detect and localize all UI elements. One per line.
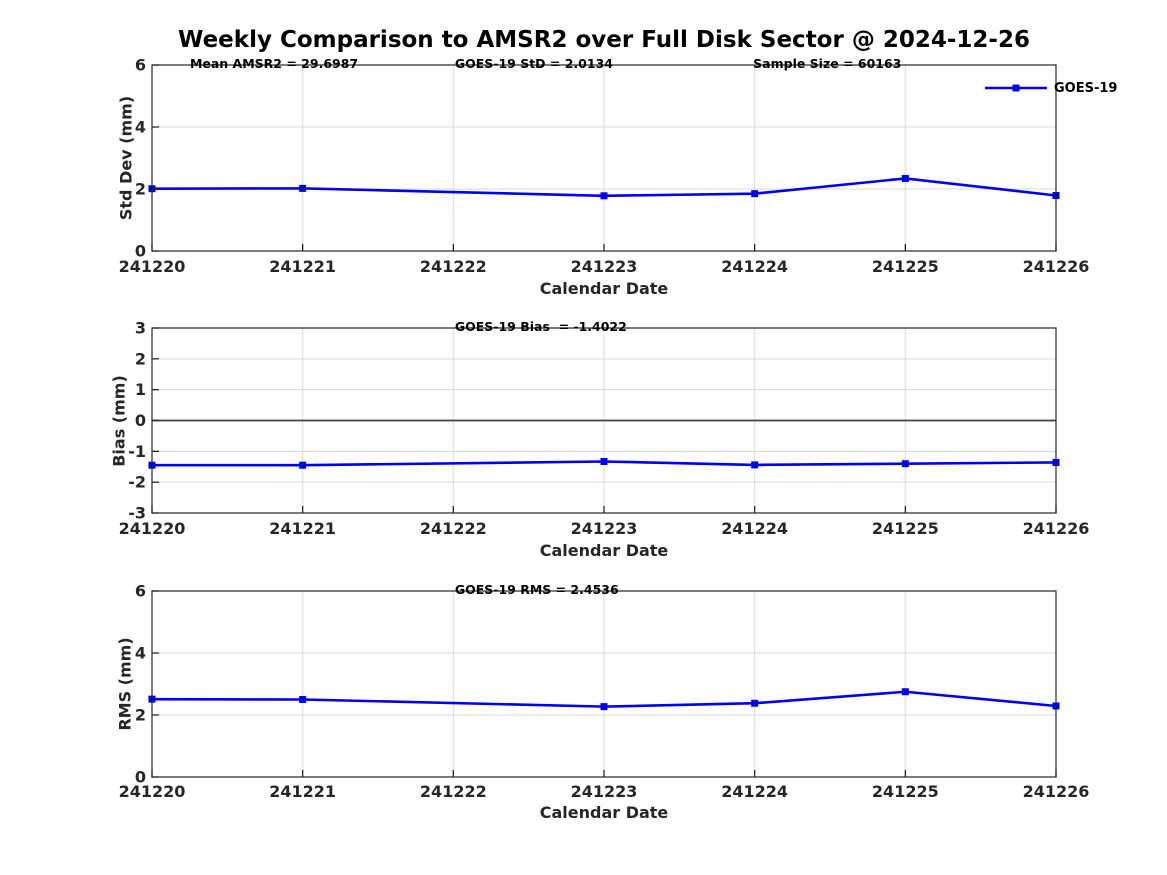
chart-annotation: GOES-19 StD = 2.0134 — [454, 56, 613, 71]
data-point-marker — [901, 460, 909, 468]
x-tick-label: 241220 — [119, 519, 186, 538]
x-tick-label: 241224 — [721, 782, 788, 801]
chart-annotation: GOES-19 Bias = -1.4022 — [454, 319, 627, 334]
x-tick-label: 241225 — [872, 519, 939, 538]
x-tick-label: 241226 — [1023, 257, 1090, 276]
y-tick-label: 4 — [135, 644, 146, 663]
y-tick-label: -3 — [128, 504, 146, 523]
data-point-marker — [600, 458, 608, 466]
chart-annotation: Mean AMSR2 = 29.6987 — [189, 56, 359, 71]
data-point-marker — [299, 461, 307, 469]
x-tick-label: 241224 — [721, 519, 788, 538]
data-point-marker — [751, 461, 759, 469]
y-axis-label: Std Dev (mm) — [116, 95, 135, 221]
y-tick-label: 2 — [135, 706, 146, 725]
legend: GOES-19 — [985, 80, 1117, 96]
x-axis-label: Calendar Date — [539, 803, 669, 822]
y-tick-label: 0 — [135, 411, 146, 430]
data-point-marker — [901, 174, 909, 182]
x-tick-label: 241223 — [571, 257, 638, 276]
x-tick-label: 241223 — [571, 519, 638, 538]
data-point-marker — [901, 688, 909, 696]
y-tick-label: 1 — [135, 380, 146, 399]
chart-annotation: Sample Size = 60163 — [753, 56, 902, 71]
legend-label: GOES-19 — [1054, 80, 1118, 96]
y-tick-label: -1 — [128, 442, 146, 461]
x-tick-label: 241221 — [269, 782, 336, 801]
y-tick-label: 2 — [135, 349, 146, 368]
data-point-marker — [299, 696, 307, 703]
y-tick-label: 0 — [135, 242, 146, 261]
x-tick-label: 241223 — [571, 782, 638, 801]
series-line — [151, 690, 1057, 708]
y-tick-label: 6 — [135, 582, 146, 601]
data-point-marker — [600, 192, 608, 200]
legend-marker-icon — [985, 84, 1047, 92]
y-tick-label: 6 — [135, 56, 146, 75]
y-tick-label: 4 — [135, 118, 146, 137]
x-tick-label: 241224 — [721, 257, 788, 276]
chart-annotation: GOES-19 RMS = 2.4536 — [454, 582, 619, 597]
y-axis-label: Bias (mm) — [109, 374, 129, 467]
y-tick-label: 2 — [135, 180, 146, 199]
x-tick-label: 241222 — [420, 782, 487, 801]
figure-title: Weekly Comparison to AMSR2 over Full Dis… — [178, 27, 1030, 53]
data-point-marker — [751, 699, 759, 707]
x-tick-label: 241226 — [1023, 519, 1090, 538]
x-tick-label: 241221 — [269, 257, 336, 276]
x-tick-label: 241226 — [1023, 782, 1090, 801]
x-tick-label: 241221 — [269, 519, 336, 538]
data-point-marker — [299, 184, 307, 192]
x-axis-label: Calendar Date — [539, 541, 669, 560]
x-tick-label: 241220 — [119, 782, 186, 801]
series-line — [151, 177, 1057, 198]
x-tick-label: 241222 — [420, 257, 487, 276]
data-point-marker — [751, 190, 759, 198]
x-tick-label: 241225 — [872, 782, 939, 801]
y-axis-label: RMS (mm) — [115, 637, 135, 731]
y-tick-label: 0 — [135, 768, 146, 787]
series-line — [152, 460, 1057, 467]
data-point-marker — [600, 703, 608, 711]
y-tick-label: -2 — [128, 473, 146, 492]
x-tick-label: 241220 — [119, 257, 186, 276]
x-tick-label: 241225 — [872, 257, 939, 276]
y-tick-label: 3 — [135, 319, 146, 338]
x-tick-label: 241222 — [420, 519, 487, 538]
x-axis-label: Calendar Date — [539, 279, 669, 298]
